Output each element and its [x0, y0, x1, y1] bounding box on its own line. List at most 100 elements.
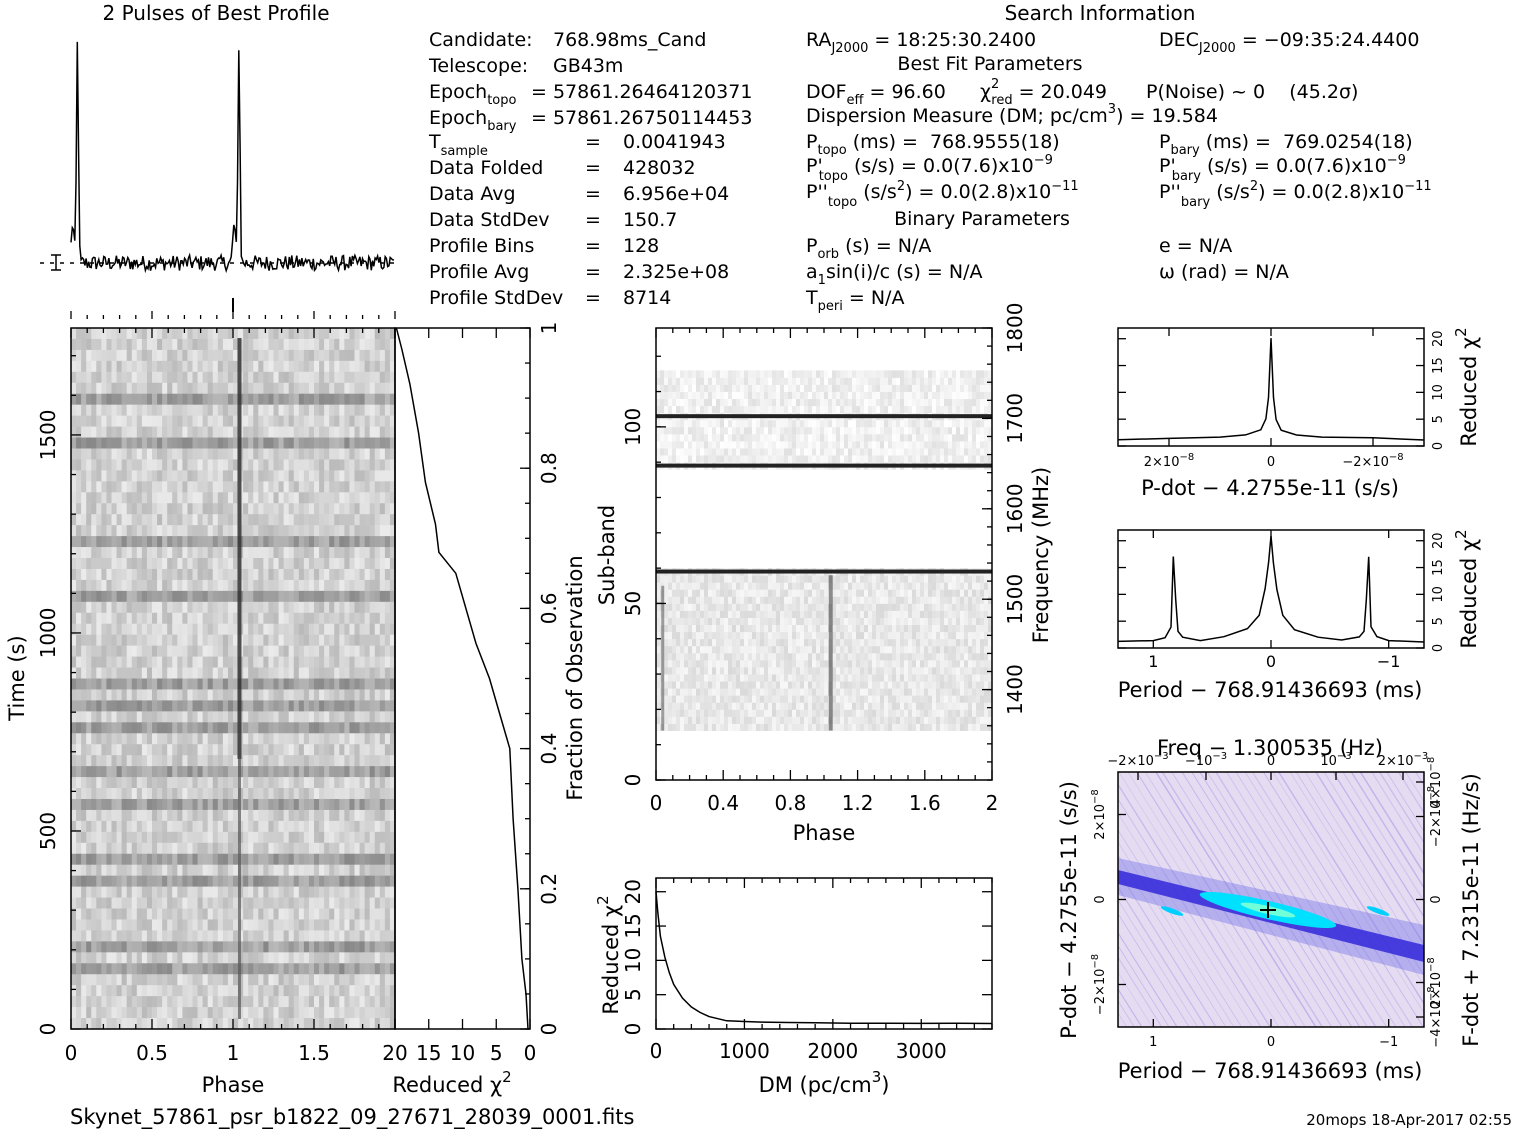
time-phase-cell [131, 919, 138, 931]
subband-cell [764, 716, 769, 724]
time-phase-cell [283, 777, 290, 789]
time-phase-cell [182, 481, 188, 493]
time-phase-cell [288, 798, 295, 811]
subband-cell [712, 688, 717, 696]
time-phase-cell [243, 853, 249, 866]
time-phase-cell [167, 788, 173, 800]
time-phase-cell [374, 371, 381, 384]
time-phase-cell [227, 996, 234, 1008]
time-phase-cell [339, 656, 345, 668]
time-phase-cell [339, 382, 345, 395]
time-phase-cell [288, 667, 295, 679]
time-phase-cell [187, 404, 193, 417]
time-phase-cell [293, 744, 300, 756]
time-phase-cell [258, 820, 264, 833]
time-phase-cell [273, 437, 279, 449]
time-phase-cell [207, 919, 214, 931]
time-phase-cell [101, 733, 107, 745]
time-phase-cell [192, 864, 198, 877]
time-phase-cell [293, 766, 300, 778]
time-phase-cell [182, 360, 188, 373]
time-phase-cell [187, 820, 193, 833]
time-phase-cell [314, 623, 320, 636]
time-phase-cell [172, 634, 178, 647]
time-phase-cell [374, 919, 381, 931]
time-phase-cell [76, 700, 82, 712]
time-phase-cell [121, 897, 128, 909]
time-phase-cell [359, 897, 366, 909]
time-phase-cell [212, 853, 219, 866]
time-phase-cell [263, 612, 269, 625]
time-phase-cell [243, 514, 249, 526]
time-phase-cell [167, 590, 173, 603]
time-phase-cell [263, 941, 269, 953]
subband-cell [784, 695, 789, 703]
time-phase-cell [81, 338, 87, 351]
subband-cell [976, 702, 981, 710]
subband-cell [872, 716, 877, 724]
time-phase-cell [258, 349, 264, 362]
time-phase-cell [152, 809, 158, 822]
dof-row: DOFeff = 96.60 [806, 81, 946, 108]
time-phase-cell [197, 788, 204, 800]
subband-cell [844, 716, 849, 724]
time-phase-cell [121, 777, 128, 789]
time-phase-cell [288, 908, 295, 920]
time-phase-cell [283, 514, 290, 526]
time-phase-cell [212, 459, 219, 471]
time-phase-cell [207, 842, 214, 855]
subband-cell [964, 688, 969, 696]
time-phase-cell [96, 623, 102, 636]
time-phase-cell [172, 437, 178, 449]
time-phase-cell [207, 689, 214, 701]
subband-cell [920, 723, 925, 731]
time-phase-cell [106, 1018, 112, 1030]
time-phase-cell [141, 853, 148, 866]
time-phase-cell [283, 766, 290, 778]
subband-cell [712, 695, 717, 703]
time-phase-cell [152, 711, 158, 723]
time-phase-cell [319, 689, 325, 701]
time-phase-cell [202, 755, 209, 767]
time-phase-cell [248, 897, 254, 909]
time-phase-cell [344, 579, 350, 592]
time-phase-cell [384, 777, 391, 789]
time-phase-cell [187, 744, 193, 756]
time-phase-cell [177, 875, 183, 888]
time-phase-cell [374, 930, 381, 942]
time-phase-cell [222, 558, 229, 570]
time-phase-cell [227, 448, 234, 460]
time-phase-cell [162, 864, 168, 877]
time-phase-cell [268, 558, 274, 570]
time-phase-cell [344, 974, 350, 986]
time-phase-cell [76, 755, 82, 767]
time-phase-cell [314, 328, 320, 340]
time-phase-cell [314, 448, 320, 460]
time-phase-cell [131, 579, 138, 592]
time-phase-cell [329, 875, 335, 888]
time-phase-cell [157, 525, 163, 537]
time-phase-cell [86, 623, 92, 636]
subband-cell [912, 674, 917, 682]
time-phase-cell [344, 393, 350, 406]
time-phase-cell [359, 831, 366, 844]
subband-cell [960, 681, 965, 689]
time-phase-cell [303, 601, 310, 614]
time-phase-cell [374, 788, 381, 800]
time-phase-cell [126, 579, 133, 592]
time-phase-cell [303, 579, 310, 592]
time-phase-cell [187, 919, 193, 931]
time-phase-cell [152, 930, 158, 942]
time-phase-cell [152, 404, 158, 417]
time-phase-cell [157, 941, 163, 953]
subband-cell [784, 688, 789, 696]
time-phase-cell [364, 328, 371, 340]
time-phase-cell [136, 974, 143, 986]
time-phase-cell [116, 536, 123, 548]
time-phase-cell [167, 908, 173, 920]
time-phase-cell [141, 974, 148, 986]
time-phase-cell [344, 985, 350, 997]
subband-cell [716, 688, 721, 696]
time-phase-cell [207, 820, 214, 833]
time-phase-cell [354, 711, 360, 723]
